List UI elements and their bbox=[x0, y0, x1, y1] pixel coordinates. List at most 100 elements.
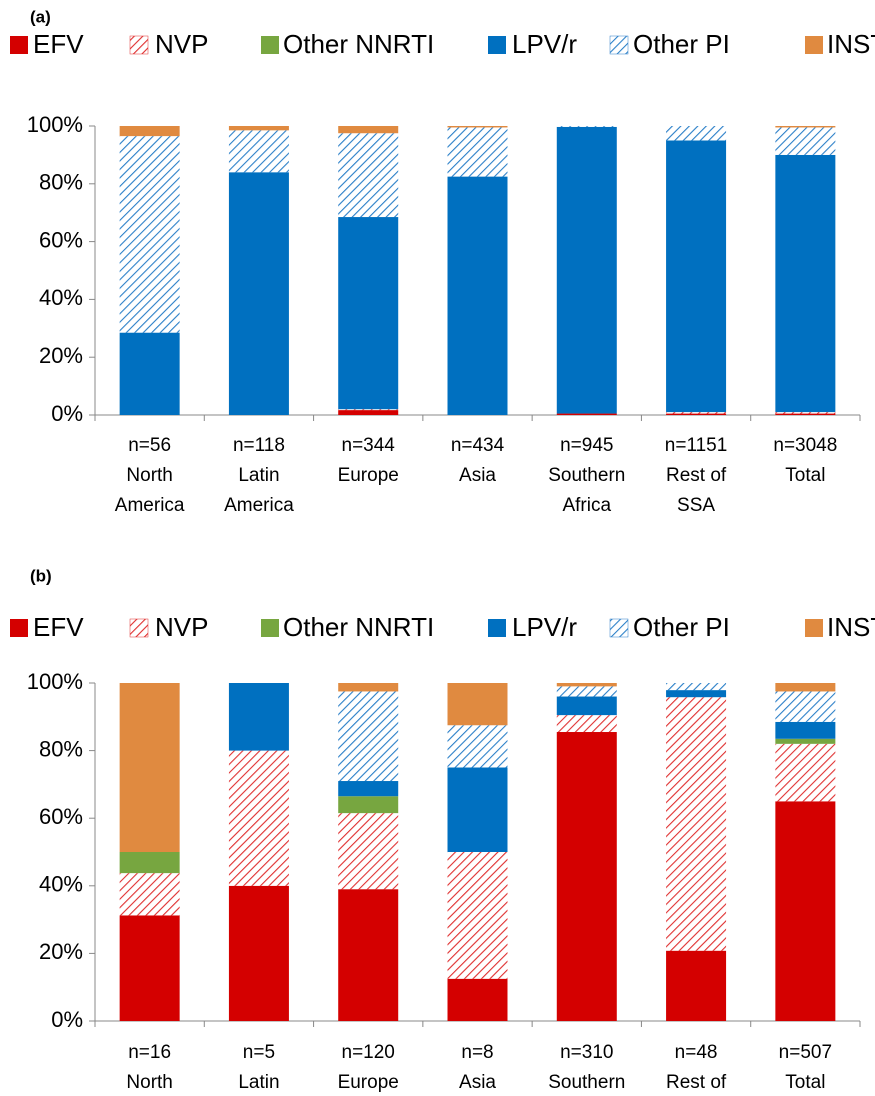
legend-label: INSTI bbox=[827, 612, 875, 642]
x-tick-label: Asia bbox=[459, 1072, 496, 1093]
bar-segment bbox=[447, 852, 508, 979]
bar-segment bbox=[556, 732, 617, 1021]
bar-segment bbox=[228, 130, 289, 173]
legend-label: NVP bbox=[155, 29, 208, 59]
bar-segment bbox=[775, 738, 836, 744]
bar-segment bbox=[666, 690, 727, 698]
x-tick-label: Latin bbox=[238, 465, 279, 486]
x-tick-label: Southern bbox=[548, 1072, 625, 1093]
legend-label: LPV/r bbox=[512, 612, 577, 642]
legend-swatch bbox=[129, 618, 149, 638]
x-tick-label: n=16 bbox=[128, 1042, 171, 1063]
x-tick-label: Africa bbox=[562, 495, 611, 516]
bar-segment bbox=[666, 413, 727, 415]
legend-swatch bbox=[609, 618, 629, 638]
legend-label: LPV/r bbox=[512, 29, 577, 59]
y-tick-label: 40% bbox=[39, 285, 83, 310]
bar-segment bbox=[228, 126, 289, 131]
legend-swatch bbox=[488, 36, 506, 54]
y-tick-label: 60% bbox=[39, 804, 83, 829]
x-tick-label: n=434 bbox=[451, 435, 505, 456]
bar-segment bbox=[338, 409, 399, 411]
legend-label: EFV bbox=[33, 29, 84, 59]
bar-segment bbox=[447, 126, 508, 128]
bar-segment bbox=[447, 725, 508, 768]
bar-segment bbox=[447, 176, 508, 415]
x-tick-label: n=120 bbox=[342, 1042, 395, 1063]
bar-segment bbox=[119, 852, 180, 874]
x-tick-label: n=1151 bbox=[665, 435, 728, 456]
bar-segment bbox=[228, 172, 289, 415]
y-tick-label: 100% bbox=[27, 112, 83, 137]
bar-segment bbox=[119, 873, 180, 916]
legend-swatch bbox=[488, 619, 506, 637]
y-tick-label: 0% bbox=[51, 401, 83, 426]
bar-segment bbox=[338, 813, 399, 890]
bar-segment bbox=[338, 133, 399, 218]
bar-segment bbox=[119, 683, 180, 852]
legend-swatch bbox=[261, 36, 279, 54]
y-tick-label: 80% bbox=[39, 736, 83, 761]
bar-segment bbox=[775, 126, 836, 128]
legend-swatch bbox=[805, 619, 823, 637]
x-tick-label: Rest of bbox=[666, 465, 727, 486]
x-tick-label: Latin bbox=[238, 1072, 279, 1093]
bar-segment bbox=[119, 915, 180, 1021]
legend-label: INSTI bbox=[827, 29, 875, 59]
y-tick-label: 80% bbox=[39, 170, 83, 195]
bar-segment bbox=[338, 683, 399, 692]
bar-segment bbox=[447, 683, 508, 726]
x-tick-label: Southern bbox=[548, 465, 625, 486]
x-tick-label: n=56 bbox=[128, 435, 171, 456]
x-tick-label: n=118 bbox=[233, 435, 285, 456]
x-tick-label: n=3048 bbox=[773, 435, 837, 456]
bar-segment bbox=[447, 127, 508, 177]
x-tick-label: n=945 bbox=[560, 435, 613, 456]
y-tick-label: 40% bbox=[39, 872, 83, 897]
x-tick-label: n=48 bbox=[675, 1042, 718, 1063]
legend-label: Other NNRTI bbox=[283, 612, 434, 642]
bar-segment bbox=[338, 796, 399, 814]
x-tick-label: North bbox=[126, 465, 172, 486]
bar-segment bbox=[775, 691, 836, 722]
bar-segment bbox=[556, 126, 617, 127]
bar-segment bbox=[666, 683, 727, 691]
bar-segment bbox=[119, 136, 180, 333]
legend-swatch bbox=[10, 36, 28, 54]
bar-segment bbox=[775, 154, 836, 413]
bar-segment bbox=[775, 127, 836, 155]
bar-segment bbox=[556, 686, 617, 697]
bar-segment bbox=[447, 767, 508, 852]
x-tick-label: Asia bbox=[459, 465, 496, 486]
bar-segment bbox=[666, 950, 727, 1021]
x-tick-label: Europe bbox=[338, 1072, 399, 1093]
x-tick-label: n=344 bbox=[342, 435, 396, 456]
x-tick-label: Europe bbox=[338, 465, 399, 486]
bar-segment bbox=[556, 683, 617, 687]
bar-segment bbox=[666, 412, 727, 414]
bar-segment bbox=[228, 885, 289, 1021]
panel-label: (b) bbox=[30, 566, 52, 585]
bar-segment bbox=[666, 140, 727, 413]
bar-segment bbox=[775, 801, 836, 1021]
bar-segment bbox=[556, 413, 617, 415]
legend-label: Other PI bbox=[633, 29, 730, 59]
y-tick-label: 60% bbox=[39, 227, 83, 252]
bar-segment bbox=[775, 412, 836, 414]
bar-segment bbox=[556, 696, 617, 716]
bar-segment bbox=[338, 691, 399, 782]
x-tick-label: America bbox=[224, 495, 294, 516]
bar-segment bbox=[338, 217, 399, 410]
bar-segment bbox=[775, 413, 836, 415]
x-tick-label: America bbox=[115, 495, 185, 516]
bar-segment bbox=[556, 715, 617, 733]
y-tick-label: 20% bbox=[39, 939, 83, 964]
bar-segment bbox=[338, 410, 399, 415]
legend-label: NVP bbox=[155, 612, 208, 642]
panel-label: (a) bbox=[30, 7, 51, 26]
bar-segment bbox=[338, 781, 399, 797]
y-tick-label: 20% bbox=[39, 343, 83, 368]
x-tick-label: SSA bbox=[677, 495, 715, 516]
x-tick-label: Total bbox=[785, 465, 825, 486]
